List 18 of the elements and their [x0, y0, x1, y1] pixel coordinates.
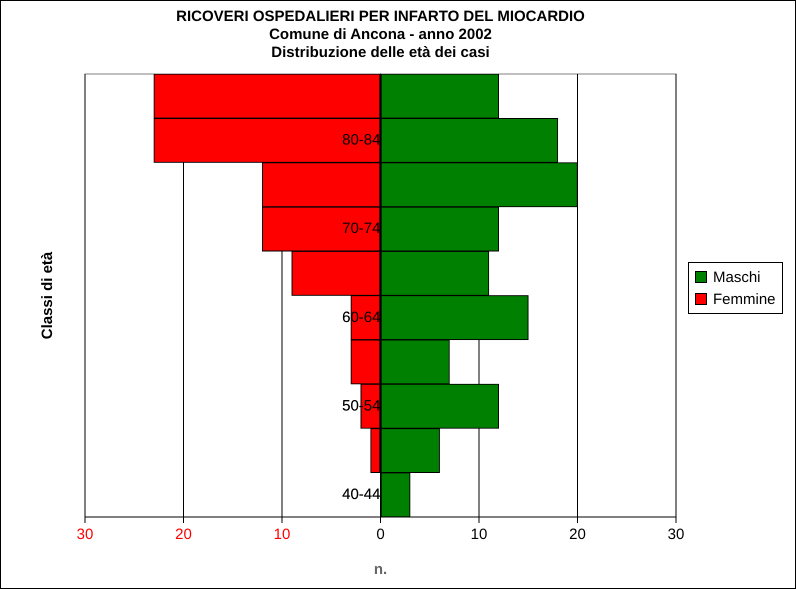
y-tick-label: 80-84 — [342, 132, 380, 149]
legend-label: Maschi — [713, 268, 761, 286]
x-tick-label: 20 — [569, 526, 586, 544]
y-axis-title: Classi di età — [39, 251, 56, 340]
legend-label: Femmine — [713, 290, 776, 308]
y-tick-label: 50-54 — [342, 397, 380, 414]
text: Distribuzione delle età dei casi — [271, 44, 490, 62]
x-tick-label: 20 — [175, 526, 192, 544]
y-tick-label: 40-44 — [342, 486, 380, 503]
x-tick-label: 0 — [376, 526, 385, 544]
x-tick-label: 10 — [470, 526, 488, 544]
x-axis-title: n. — [374, 561, 388, 578]
text: RICOVERI OSPEDALIERI PER INFARTO DEL MIOCARDIO — [176, 8, 585, 26]
x-tick-label: 30 — [668, 526, 684, 544]
x-tick-label: 10 — [274, 526, 290, 544]
x-tick-label: 30 — [76, 526, 94, 544]
text: Comune di Ancona - anno 2002 — [269, 26, 492, 44]
y-tick-label: 70-74 — [342, 220, 380, 238]
